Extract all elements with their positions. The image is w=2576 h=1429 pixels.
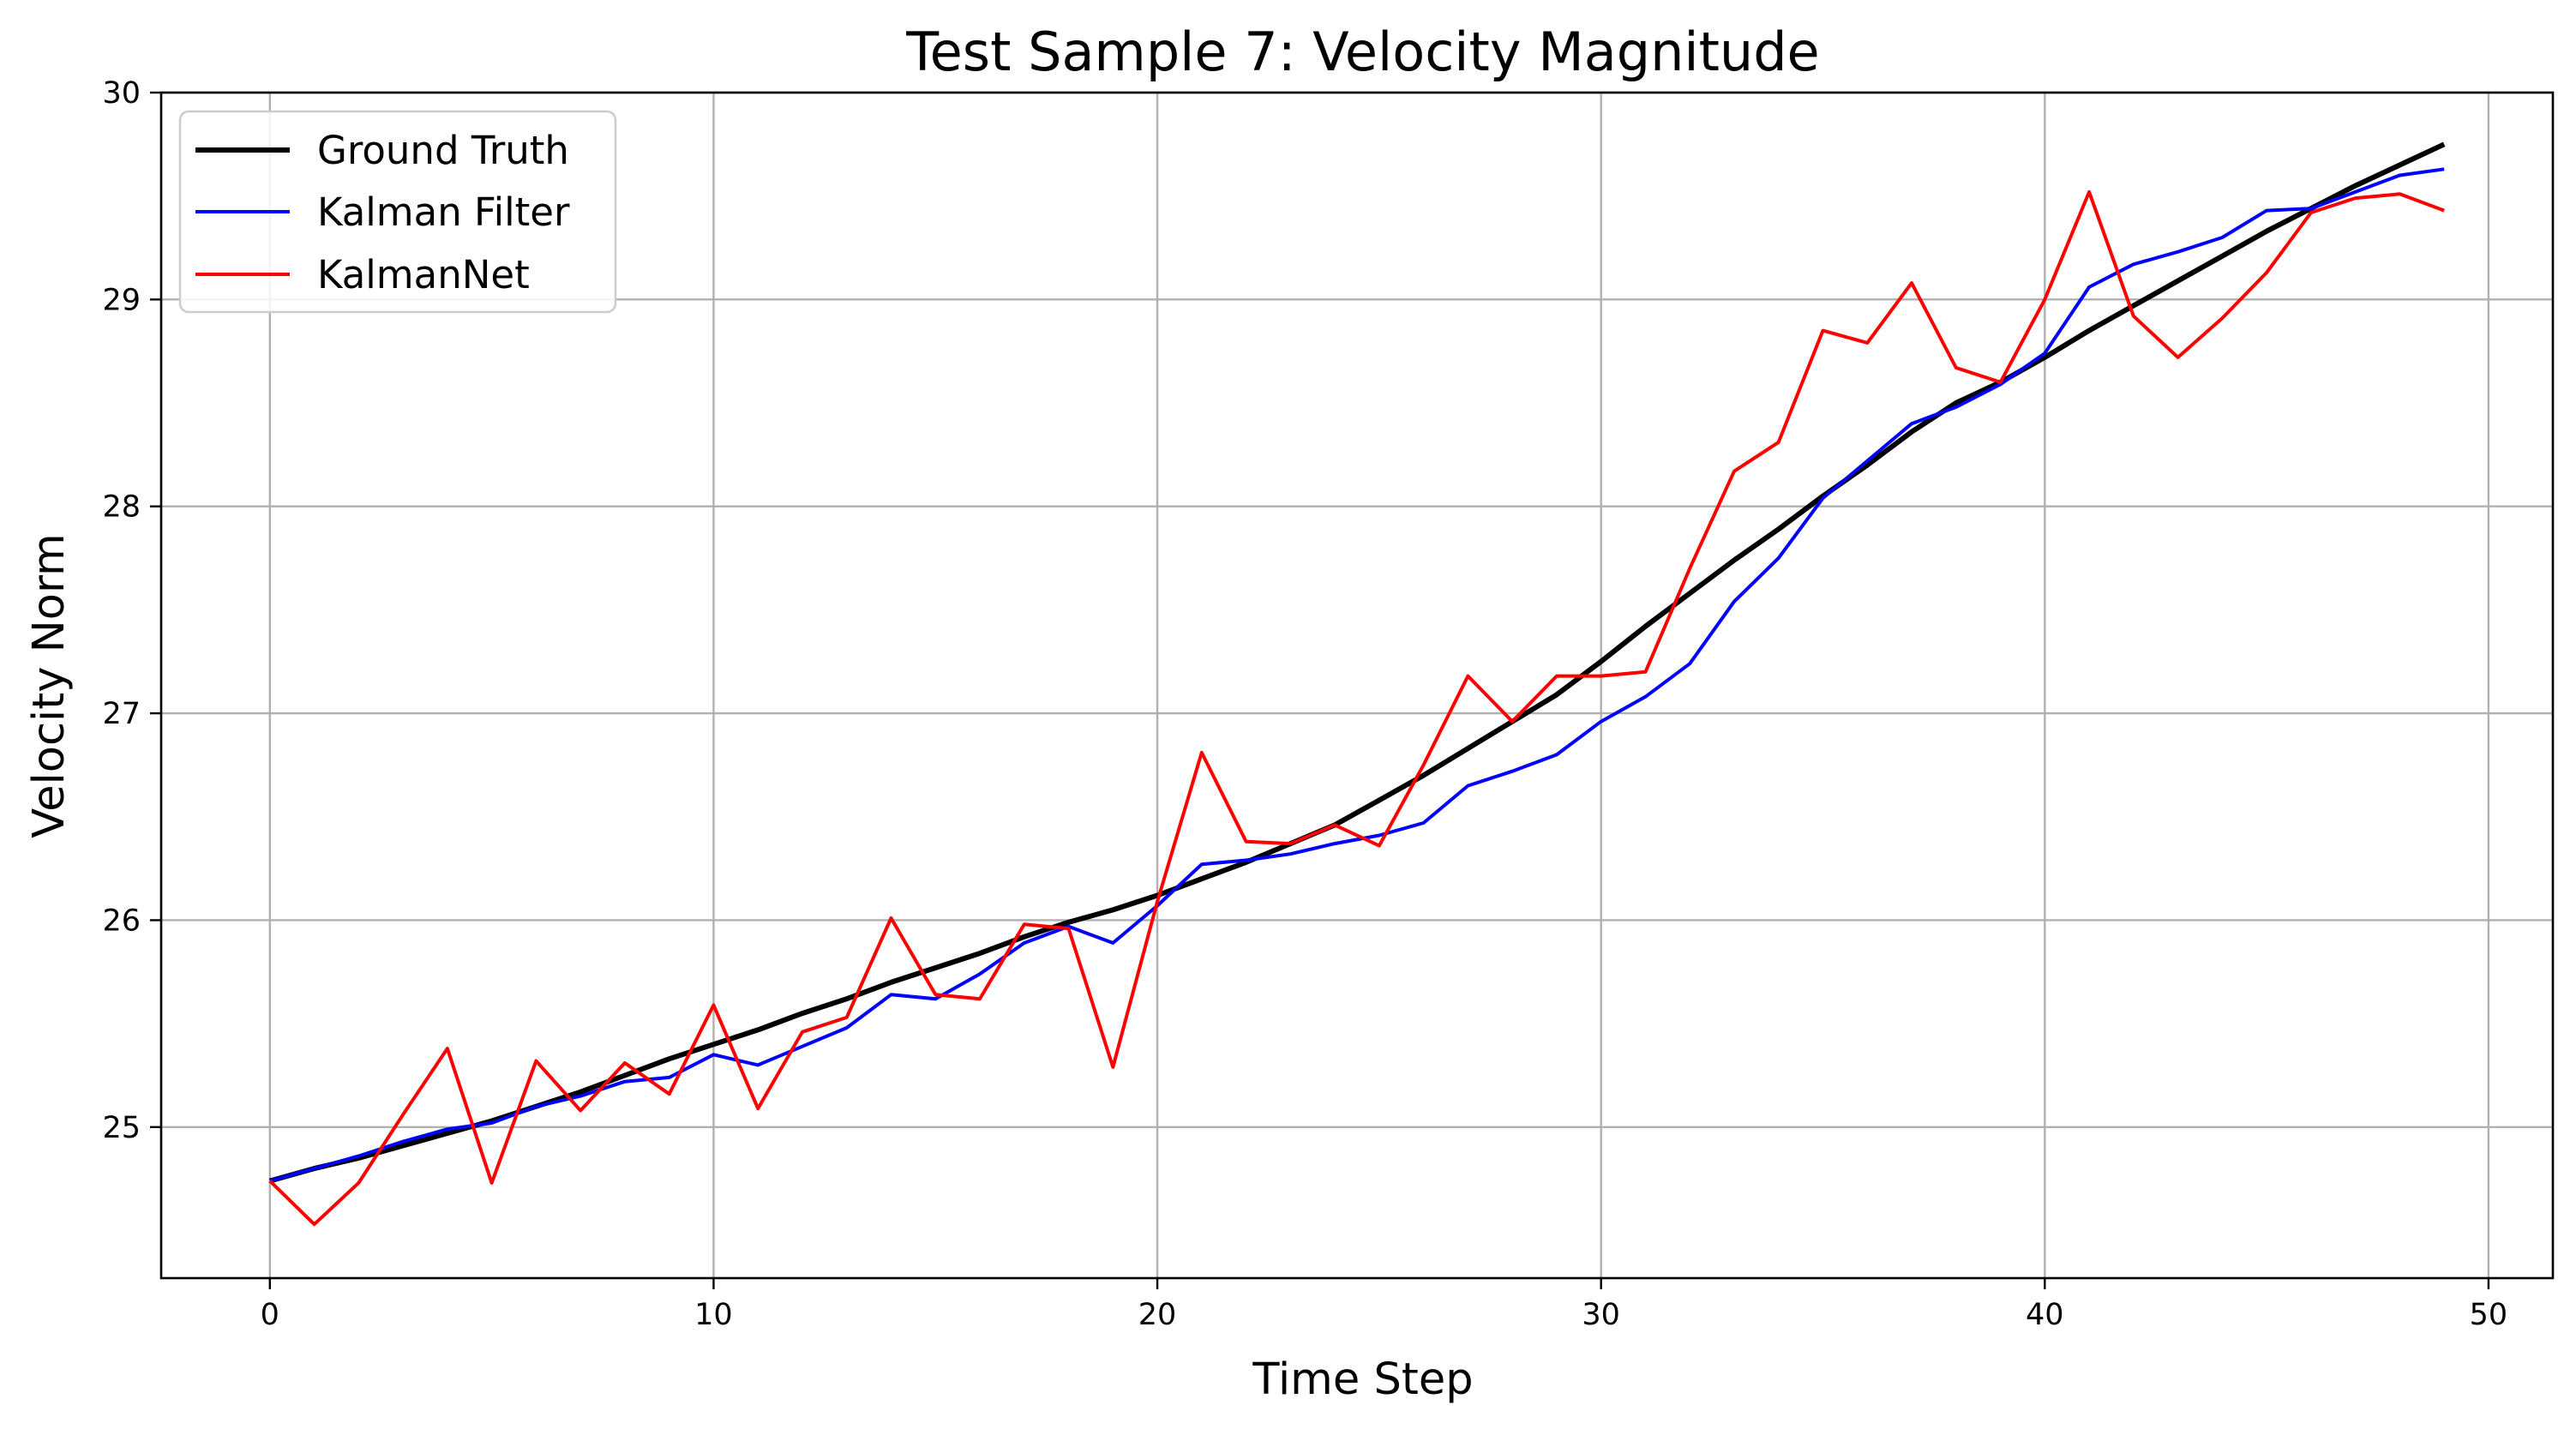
y-tick-label-26: 26 bbox=[102, 904, 141, 938]
legend-label-kalman-filter: Kalman Filter bbox=[317, 189, 570, 235]
x-tick-label-10: 10 bbox=[694, 1298, 733, 1332]
plot-frame bbox=[159, 91, 2555, 1280]
y-axis-label: Velocity Norm bbox=[24, 533, 75, 838]
legend-box bbox=[178, 110, 617, 314]
y-tick-label-28: 28 bbox=[102, 490, 141, 525]
y-tick-label-25: 25 bbox=[102, 1111, 141, 1145]
series-ground-truth-line bbox=[268, 141, 2446, 1184]
tick-labels: 0 10 20 30 40 50 25 26 27 28 29 30 bbox=[102, 76, 2507, 1332]
series-kalmannet-line bbox=[268, 189, 2445, 1227]
y-tick-label-30: 30 bbox=[102, 76, 141, 111]
y-tick-label-29: 29 bbox=[102, 283, 141, 317]
grid bbox=[161, 91, 2553, 1278]
x-tick-label-30: 30 bbox=[1582, 1298, 1620, 1332]
y-tick-label-27: 27 bbox=[102, 697, 141, 731]
axis-ticks bbox=[150, 91, 2490, 1289]
x-tick-label-20: 20 bbox=[1138, 1298, 1177, 1332]
chart-title: Test Sample 7: Velocity Magnitude bbox=[905, 21, 1819, 83]
x-tick-label-0: 0 bbox=[261, 1298, 279, 1332]
x-tick-label-40: 40 bbox=[2026, 1298, 2064, 1332]
x-tick-label-50: 50 bbox=[2470, 1298, 2508, 1332]
series-kalman-filter-line bbox=[269, 167, 2445, 1183]
series-lines bbox=[268, 141, 2446, 1227]
x-axis-label: Time Step bbox=[1252, 1354, 1473, 1405]
legend-label-ground-truth: Ground Truth bbox=[317, 128, 569, 173]
legend: Ground Truth Kalman Filter KalmanNet bbox=[178, 110, 617, 314]
legend-label-kalmannet: KalmanNet bbox=[317, 252, 530, 297]
